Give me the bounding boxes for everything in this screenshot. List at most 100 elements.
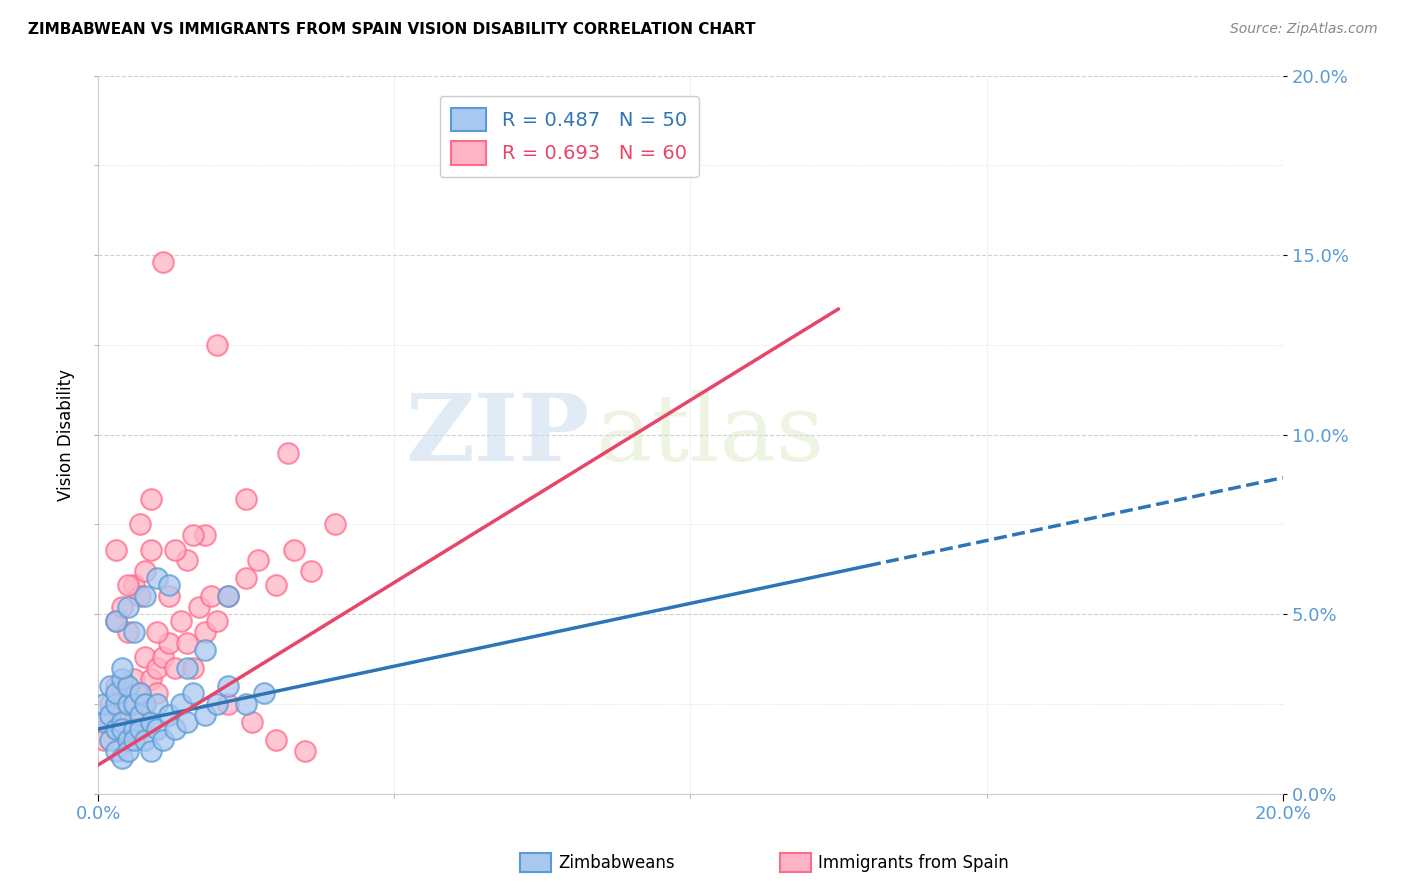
Point [122, 578, 145, 592]
Point [294, 743, 316, 757]
Point [104, 679, 127, 693]
Point [157, 578, 180, 592]
Point [235, 571, 257, 585]
Point [264, 732, 287, 747]
Point [205, 338, 228, 352]
Point [146, 625, 169, 640]
Point [141, 542, 163, 557]
Point [240, 714, 263, 729]
Point [170, 615, 193, 629]
Point [122, 714, 145, 729]
Point [181, 686, 204, 700]
Point [122, 722, 145, 736]
Point [141, 672, 163, 686]
Point [122, 732, 145, 747]
Point [205, 615, 228, 629]
Point [176, 661, 198, 675]
Text: ZIP: ZIP [405, 390, 589, 480]
Point [98, 697, 121, 711]
Text: atlas: atlas [596, 390, 825, 480]
Point [111, 599, 134, 614]
Point [98, 707, 121, 722]
Point [323, 517, 346, 532]
Point [134, 650, 156, 665]
Point [117, 625, 139, 640]
Point [134, 564, 156, 578]
Point [104, 686, 127, 700]
Point [122, 697, 145, 711]
Point [93, 732, 115, 747]
Point [93, 697, 115, 711]
Point [146, 697, 169, 711]
Text: Zimbabweans: Zimbabweans [558, 854, 675, 871]
Point [104, 722, 127, 736]
Point [194, 528, 217, 542]
Point [217, 589, 239, 603]
Point [176, 714, 198, 729]
Point [111, 672, 134, 686]
Point [128, 722, 150, 736]
Y-axis label: Vision Disability: Vision Disability [58, 368, 75, 500]
Point [253, 686, 276, 700]
Point [134, 697, 156, 711]
Point [128, 589, 150, 603]
Point [165, 661, 187, 675]
Point [152, 732, 174, 747]
Point [176, 553, 198, 567]
Point [117, 732, 139, 747]
Point [104, 722, 127, 736]
Point [111, 751, 134, 765]
Point [165, 722, 187, 736]
Text: Source: ZipAtlas.com: Source: ZipAtlas.com [1230, 22, 1378, 37]
Text: Immigrants from Spain: Immigrants from Spain [818, 854, 1010, 871]
Point [235, 697, 257, 711]
Point [117, 697, 139, 711]
Point [157, 636, 180, 650]
Point [111, 661, 134, 675]
Point [264, 578, 287, 592]
Point [128, 686, 150, 700]
Point [128, 517, 150, 532]
Point [104, 615, 127, 629]
Point [176, 636, 198, 650]
Point [117, 599, 139, 614]
Point [111, 686, 134, 700]
Point [122, 625, 145, 640]
Point [283, 542, 305, 557]
Point [157, 589, 180, 603]
Point [104, 697, 127, 711]
Point [128, 722, 150, 736]
Point [122, 672, 145, 686]
Point [111, 714, 134, 729]
Point [134, 732, 156, 747]
Point [146, 571, 169, 585]
Point [111, 722, 134, 736]
Point [146, 661, 169, 675]
Point [141, 714, 163, 729]
Point [194, 643, 217, 657]
Point [181, 528, 204, 542]
Point [205, 697, 228, 711]
Point [134, 697, 156, 711]
Point [165, 542, 187, 557]
Point [141, 743, 163, 757]
Point [187, 599, 209, 614]
Text: ZIMBABWEAN VS IMMIGRANTS FROM SPAIN VISION DISABILITY CORRELATION CHART: ZIMBABWEAN VS IMMIGRANTS FROM SPAIN VISI… [28, 22, 755, 37]
Point [111, 707, 134, 722]
Point [194, 625, 217, 640]
Point [128, 707, 150, 722]
Point [277, 445, 299, 459]
Point [217, 697, 239, 711]
Point [128, 686, 150, 700]
Point [134, 589, 156, 603]
Point [146, 686, 169, 700]
Point [157, 707, 180, 722]
Point [217, 589, 239, 603]
Point [170, 697, 193, 711]
Point [117, 578, 139, 592]
Point [117, 732, 139, 747]
Point [117, 743, 139, 757]
Point [152, 255, 174, 269]
Point [98, 679, 121, 693]
Point [194, 707, 217, 722]
